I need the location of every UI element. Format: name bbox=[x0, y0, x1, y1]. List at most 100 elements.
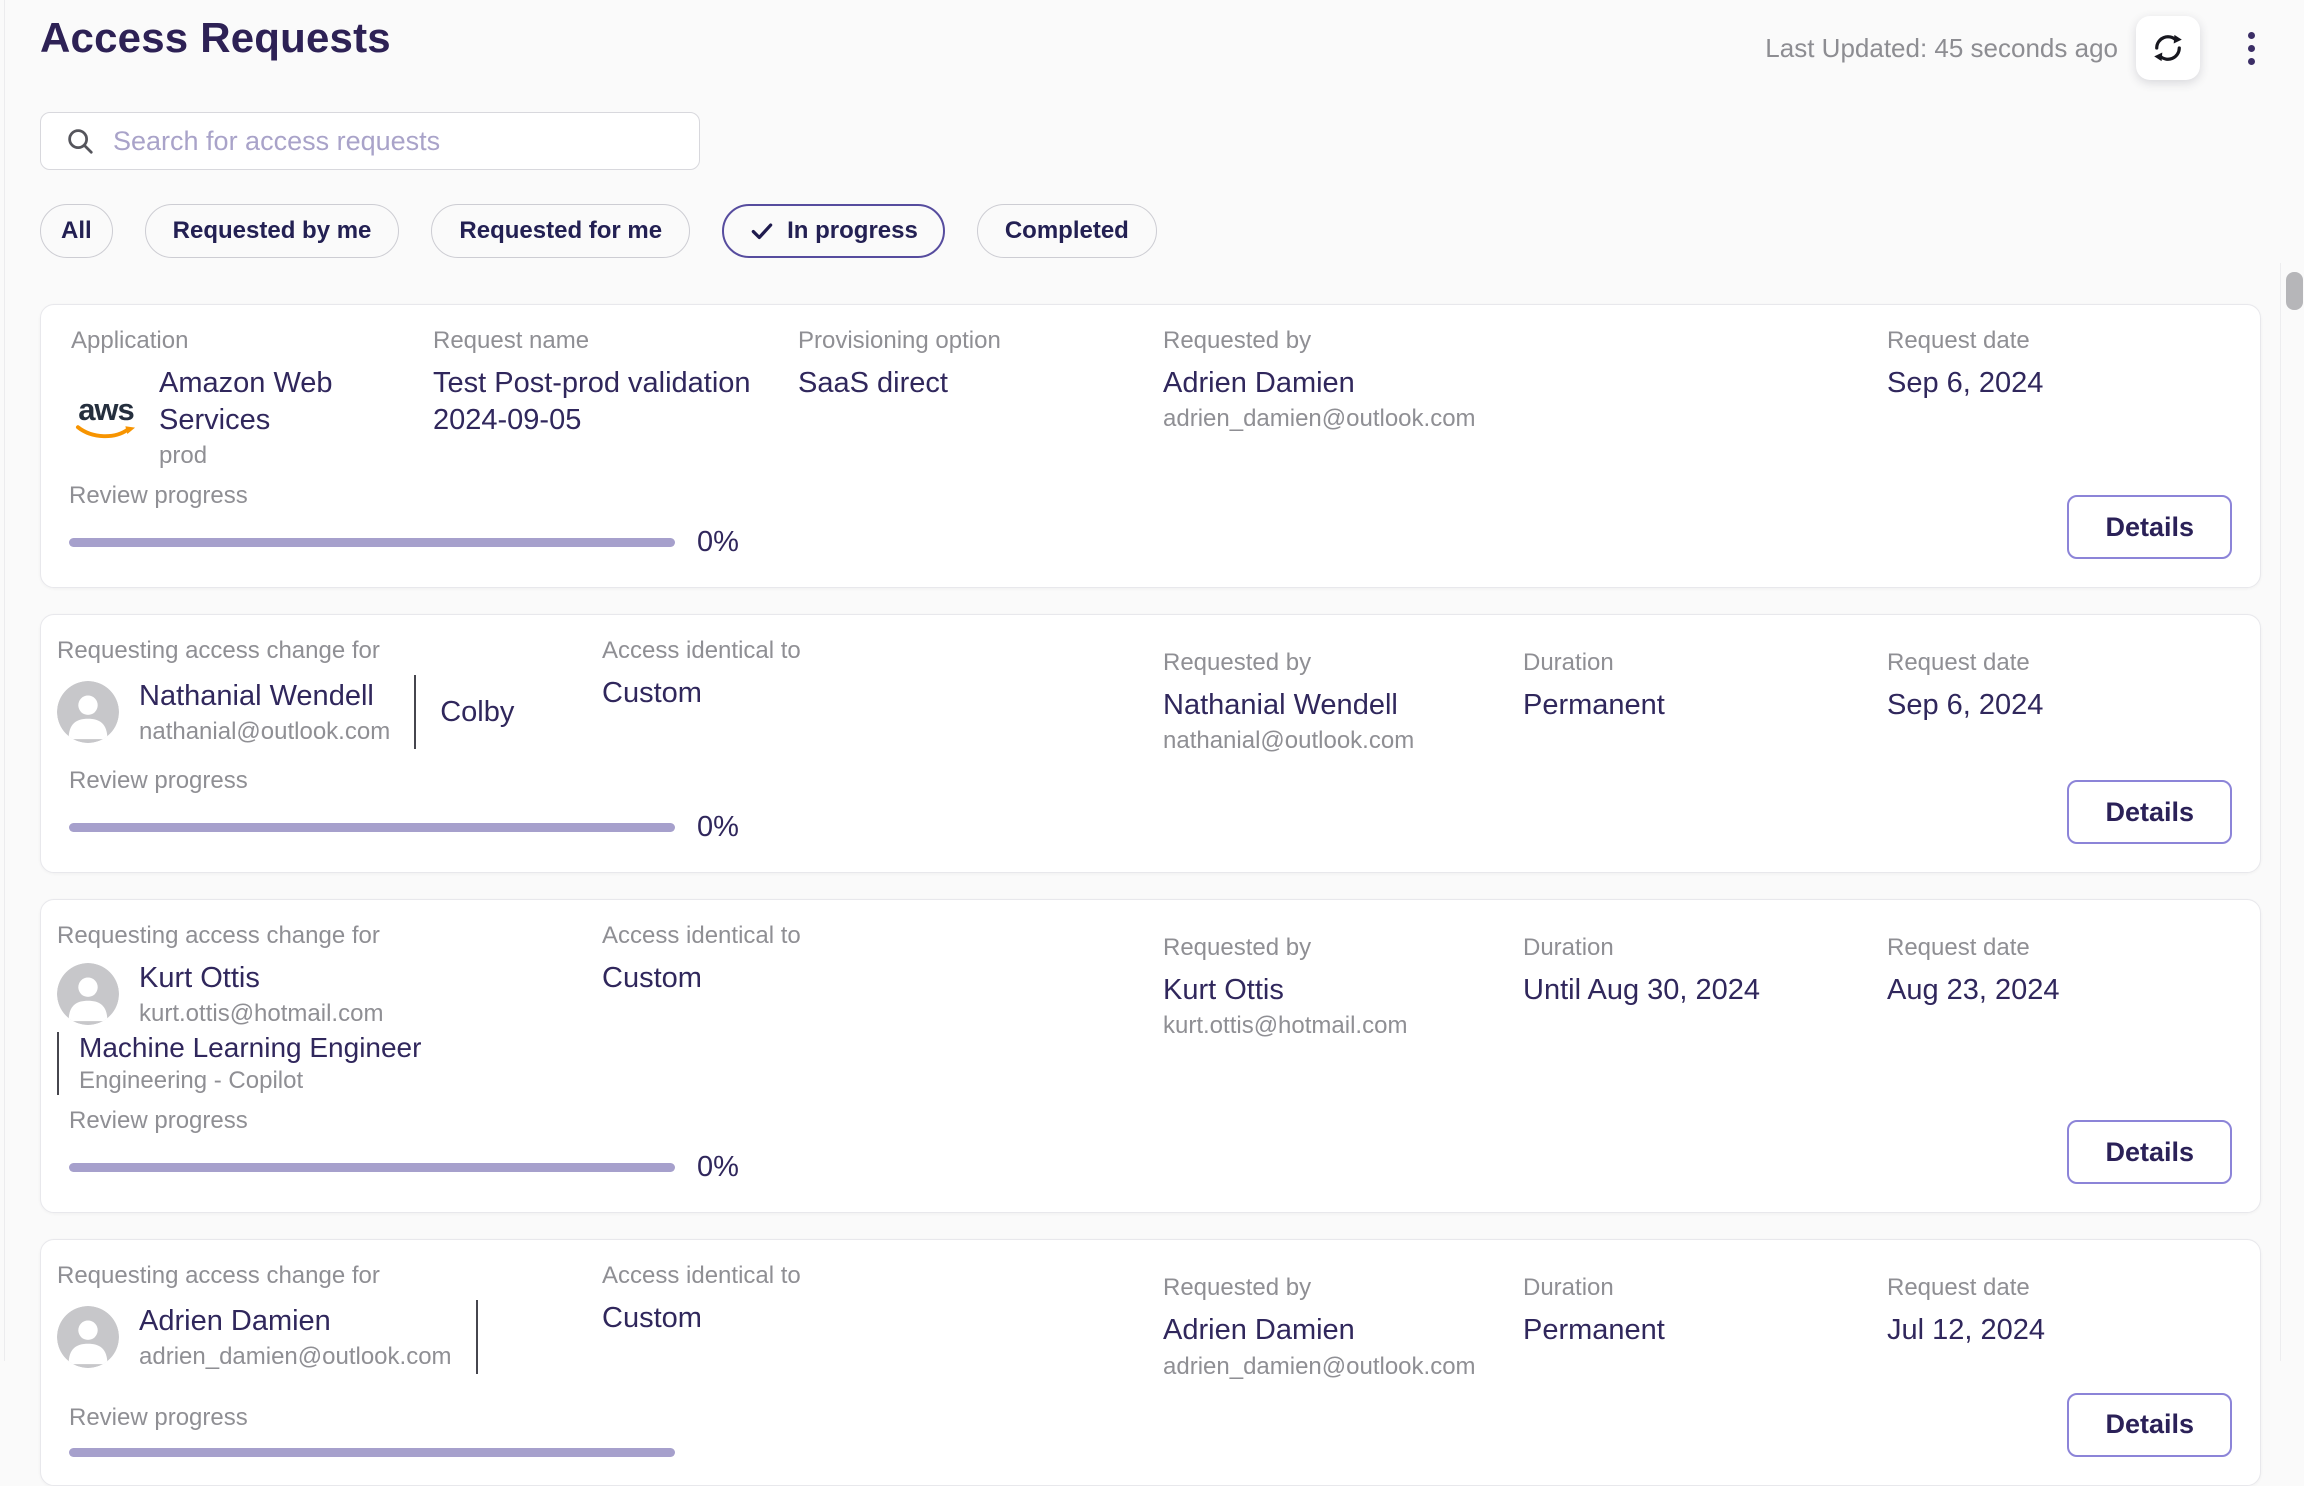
field-label: Application bbox=[71, 327, 189, 354]
scrollbar-thumb[interactable] bbox=[2286, 272, 2303, 310]
filter-all[interactable]: All bbox=[40, 204, 113, 258]
provisioning-value: SaaS direct bbox=[798, 367, 948, 399]
progress-percent: 0% bbox=[697, 811, 739, 844]
field-label: Requested by bbox=[1163, 327, 1312, 354]
request-card-kurt: Requesting access change for Kurt Ottis … bbox=[40, 899, 2261, 1214]
kebab-dot bbox=[2248, 57, 2255, 65]
request-card-adrien: Requesting access change for Adrien Dami… bbox=[40, 1239, 2261, 1486]
content-left-divider bbox=[4, 0, 5, 1361]
requester-name: Adrien Damien bbox=[1163, 367, 1355, 399]
review-progress: Review progress 0% bbox=[69, 1107, 739, 1184]
role-subtitle: Engineering - Copilot bbox=[79, 1067, 304, 1095]
filter-in-progress[interactable]: In progress bbox=[722, 204, 945, 258]
access-identical-cell: Access identical to Custom bbox=[602, 922, 1163, 1095]
request-date-value: Sep 6, 2024 bbox=[1887, 367, 2044, 399]
request-name-value: Test Post-prod validation 2024-09-05 bbox=[433, 367, 751, 437]
filter-completed[interactable]: Completed bbox=[976, 204, 1157, 258]
request-date-cell: Request date Jul 12, 2024 bbox=[1887, 1262, 2232, 1380]
search-icon bbox=[68, 129, 93, 154]
person-icon bbox=[57, 1306, 119, 1369]
request-date-value: Sep 6, 2024 bbox=[1887, 689, 2044, 722]
person-icon bbox=[57, 963, 119, 1026]
progress-percent: 0% bbox=[697, 1151, 739, 1184]
aws-logo-icon: aws bbox=[71, 394, 141, 441]
requester-email: adrien_damien@outlook.com bbox=[1163, 405, 1476, 433]
progress-bar bbox=[69, 1447, 675, 1457]
overflow-menu-button[interactable] bbox=[2242, 24, 2261, 73]
filter-label: Requested for me bbox=[459, 217, 663, 244]
refresh-icon bbox=[2154, 34, 2182, 62]
request-date-cell: Request date Sep 6, 2024 bbox=[1887, 327, 2232, 470]
request-card-list: Application aws Amazon Web Services prod bbox=[40, 304, 2261, 1486]
avatar bbox=[57, 963, 119, 1026]
requesting-for-cell: Requesting access change for Adrien Dami… bbox=[57, 1262, 602, 1380]
progress-bar bbox=[69, 823, 675, 833]
person-name: Adrien Damien bbox=[139, 1305, 331, 1338]
request-date-cell: Request date Aug 23, 2024 bbox=[1887, 922, 2232, 1095]
filter-label: All bbox=[61, 217, 92, 244]
person-email: nathanial@outlook.com bbox=[139, 718, 391, 746]
person-email: kurt.ottis@hotmail.com bbox=[139, 1000, 384, 1028]
details-button[interactable]: Details bbox=[2067, 1120, 2232, 1185]
person-email: adrien_damien@outlook.com bbox=[139, 1343, 452, 1371]
page-header: Access Requests Last Updated: 45 seconds… bbox=[40, 14, 2261, 80]
details-button[interactable]: Details bbox=[2067, 780, 2232, 845]
kebab-dot bbox=[2248, 31, 2255, 39]
role-block: Machine Learning Engineer Engineering - … bbox=[57, 1032, 578, 1096]
field-label: Request date bbox=[1887, 934, 2030, 962]
duration-cell: Duration Permanent bbox=[1523, 637, 1887, 755]
review-progress: Review progress 0% bbox=[69, 767, 739, 844]
progress-label: Review progress bbox=[69, 482, 248, 510]
field-label: Request date bbox=[1887, 1274, 2030, 1302]
progress-bar bbox=[69, 538, 675, 548]
requested-by-cell: Requested by Adrien Damien adrien_damien… bbox=[1163, 1262, 1523, 1380]
requesting-for-cell: Requesting access change for Kurt Ottis … bbox=[57, 922, 602, 1096]
filter-chips: All Requested by me Requested for me In … bbox=[40, 204, 2261, 258]
progress-label: Review progress bbox=[69, 1107, 248, 1135]
duration-value: Permanent bbox=[1523, 1314, 1665, 1347]
progress-bar bbox=[69, 1163, 675, 1173]
details-button[interactable]: Details bbox=[2067, 1392, 2232, 1457]
requester-name: Adrien Damien bbox=[1163, 1314, 1355, 1347]
search-input[interactable] bbox=[111, 124, 679, 158]
field-label: Provisioning option bbox=[798, 327, 1001, 354]
requested-by-cell: Requested by Kurt Ottis kurt.ottis@hotma… bbox=[1163, 922, 1523, 1095]
avatar bbox=[57, 681, 119, 744]
requester-name: Nathanial Wendell bbox=[1163, 689, 1398, 722]
requester-email: kurt.ottis@hotmail.com bbox=[1163, 1012, 1408, 1040]
requested-by-cell: Requested by Nathanial Wendell nathanial… bbox=[1163, 637, 1523, 755]
scrollbar-track bbox=[2280, 263, 2281, 1361]
page-title: Access Requests bbox=[40, 14, 391, 61]
aws-logo-text: aws bbox=[78, 392, 135, 428]
filter-requested-by-me[interactable]: Requested by me bbox=[144, 204, 400, 258]
access-identical-cell: Access identical to Custom bbox=[602, 637, 1163, 755]
kebab-dot bbox=[2248, 44, 2255, 52]
aws-smile-icon bbox=[75, 425, 136, 439]
field-label: Request date bbox=[1887, 649, 2030, 677]
person-name: Nathanial Wendell bbox=[139, 680, 374, 713]
field-label: Access identical to bbox=[602, 1262, 801, 1290]
vertical-divider bbox=[414, 675, 417, 750]
refresh-button[interactable] bbox=[2136, 16, 2200, 80]
field-label: Access identical to bbox=[602, 637, 801, 665]
duration-value: Permanent bbox=[1523, 689, 1665, 722]
filter-requested-for-me[interactable]: Requested for me bbox=[431, 204, 691, 258]
duration-cell: Duration Permanent bbox=[1523, 1262, 1887, 1380]
filter-label: Requested by me bbox=[172, 217, 372, 244]
header-actions: Last Updated: 45 seconds ago bbox=[1765, 16, 2261, 80]
requester-name: Kurt Ottis bbox=[1163, 974, 1284, 1007]
request-date-value: Aug 23, 2024 bbox=[1887, 974, 2060, 1007]
access-identical-value: Custom bbox=[602, 1302, 702, 1335]
request-card-aws: Application aws Amazon Web Services prod bbox=[40, 304, 2261, 589]
access-identical-value: Custom bbox=[602, 962, 702, 995]
progress-percent: 0% bbox=[697, 526, 739, 559]
access-identical-value: Custom bbox=[602, 677, 702, 710]
field-label: Requested by bbox=[1163, 649, 1312, 677]
details-button[interactable]: Details bbox=[2067, 495, 2232, 560]
person-name: Kurt Ottis bbox=[139, 962, 260, 995]
provisioning-cell: Provisioning option SaaS direct bbox=[798, 327, 1163, 470]
requested-by-cell: Requested by Adrien Damien adrien_damien… bbox=[1163, 327, 1887, 470]
search-bar[interactable] bbox=[40, 112, 700, 170]
field-label: Request name bbox=[433, 327, 590, 354]
